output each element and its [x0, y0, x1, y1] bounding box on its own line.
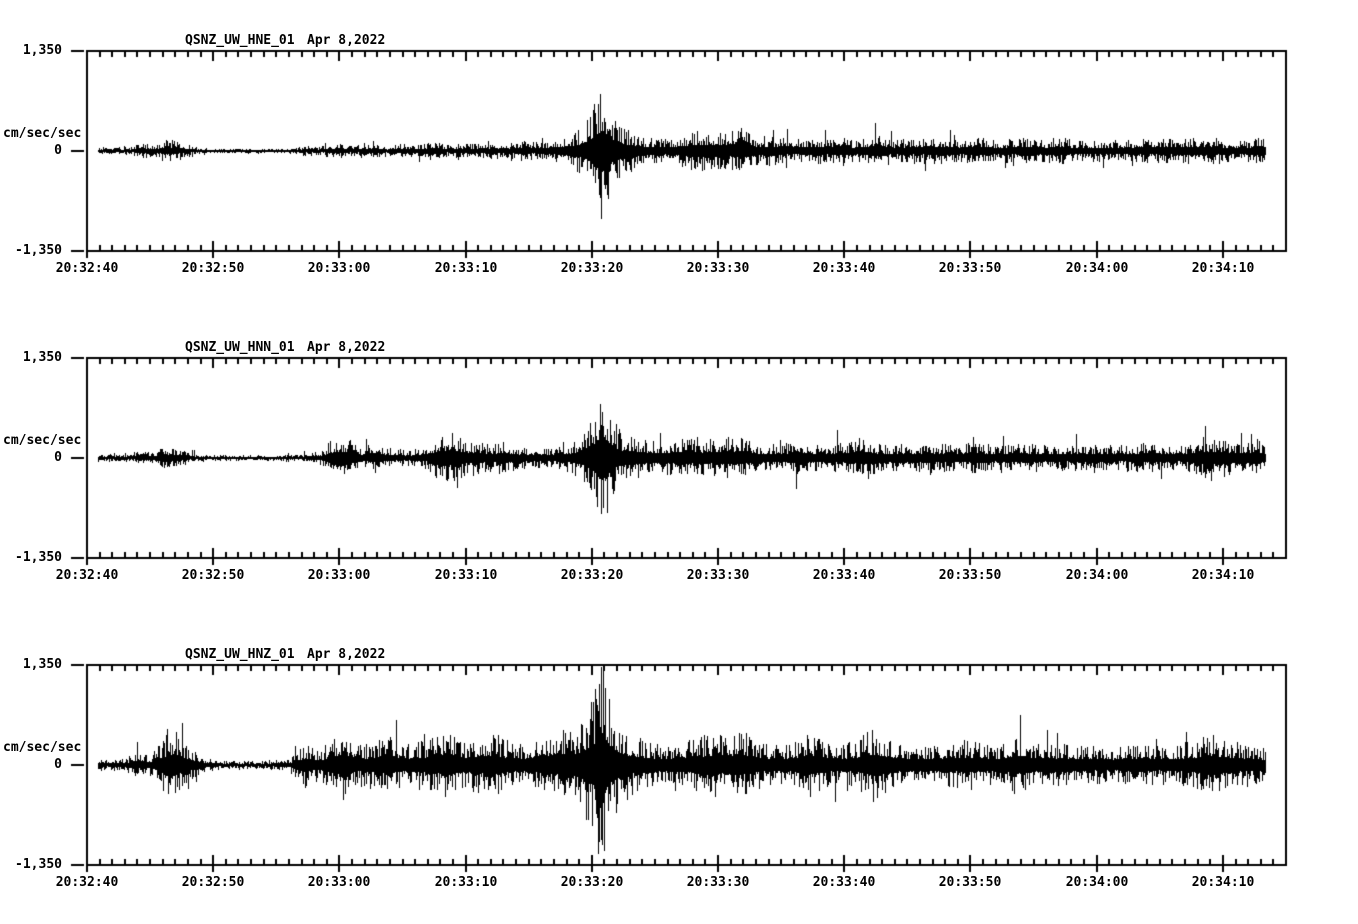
x-tick-label: 20:32:50: [181, 261, 245, 276]
x-tick-label: 20:33:30: [686, 568, 750, 583]
x-tick-label: 20:34:00: [1065, 261, 1129, 276]
panel2-station-title: QSNZ_UW_HNN_01: [185, 340, 295, 355]
x-tick-label: 20:33:50: [938, 875, 1002, 890]
panel1-date-label: Apr 8,2022: [307, 33, 386, 48]
x-tick-label: 20:33:40: [812, 875, 876, 890]
x-tick-label: 20:33:10: [434, 875, 498, 890]
panel3-ytick-zero: 0: [54, 757, 62, 772]
x-tick-label: 20:32:40: [55, 261, 119, 276]
x-tick-label: 20:33:10: [434, 261, 498, 276]
panel3-date-label: Apr 8,2022: [307, 647, 386, 662]
panel3-yaxis-label: cm/sec/sec: [3, 740, 82, 755]
x-tick-label: 20:33:20: [560, 568, 624, 583]
x-tick-label: 20:33:50: [938, 568, 1002, 583]
panel1-yaxis-label: cm/sec/sec: [3, 126, 82, 141]
panel3-ytick-min: -1,350: [15, 857, 62, 872]
panel1-ytick-min: -1,350: [15, 243, 62, 258]
panel2-ytick-max: 1,350: [22, 350, 62, 365]
panel2-ytick-zero: 0: [54, 450, 62, 465]
panel2-ytick-min: -1,350: [15, 550, 62, 565]
x-tick-label: 20:34:10: [1191, 261, 1255, 276]
x-tick-label: 20:34:00: [1065, 875, 1129, 890]
x-tick-label: 20:33:00: [307, 568, 371, 583]
x-tick-label: 20:34:10: [1191, 875, 1255, 890]
panel2-date-label: Apr 8,2022: [307, 340, 386, 355]
x-tick-label: 20:32:50: [181, 875, 245, 890]
x-tick-label: 20:33:50: [938, 261, 1002, 276]
x-tick-label: 20:34:10: [1191, 568, 1255, 583]
x-tick-label: 20:34:00: [1065, 568, 1129, 583]
x-tick-label: 20:33:30: [686, 875, 750, 890]
x-tick-label: 20:33:30: [686, 261, 750, 276]
x-tick-label: 20:33:20: [560, 875, 624, 890]
x-tick-label: 20:33:00: [307, 875, 371, 890]
x-tick-label: 20:33:40: [812, 568, 876, 583]
panel3-station-title: QSNZ_UW_HNZ_01: [185, 647, 295, 662]
panel1-station-title: QSNZ_UW_HNE_01: [185, 33, 295, 48]
x-tick-label: 20:33:40: [812, 261, 876, 276]
panel1-ytick-zero: 0: [54, 143, 62, 158]
x-tick-label: 20:33:20: [560, 261, 624, 276]
panel1-ytick-max: 1,350: [22, 43, 62, 58]
panel3-ytick-max: 1,350: [22, 657, 62, 672]
x-tick-label: 20:33:00: [307, 261, 371, 276]
panel2-yaxis-label: cm/sec/sec: [3, 433, 82, 448]
x-tick-label: 20:33:10: [434, 568, 498, 583]
x-tick-label: 20:32:50: [181, 568, 245, 583]
x-tick-label: 20:32:40: [55, 875, 119, 890]
x-tick-label: 20:32:40: [55, 568, 119, 583]
